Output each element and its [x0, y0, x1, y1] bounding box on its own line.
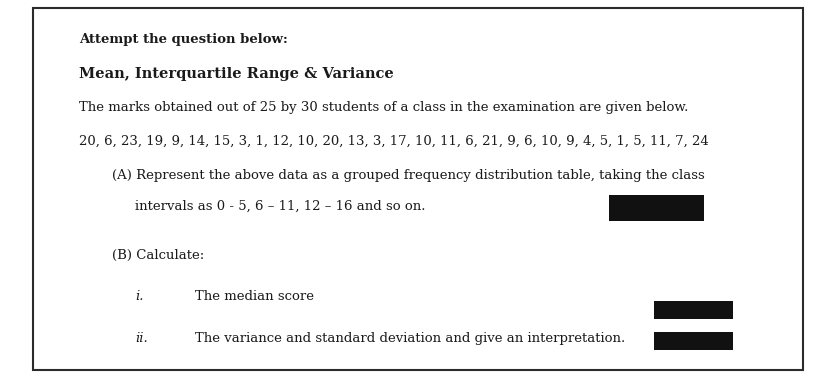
Text: (B) Calculate:: (B) Calculate:	[112, 249, 203, 262]
Text: Attempt the question below:: Attempt the question below:	[79, 33, 287, 46]
Text: ii.: ii.	[135, 332, 147, 345]
Bar	[653, 301, 732, 319]
Bar	[653, 332, 732, 350]
Text: Mean, Interquartile Range & Variance: Mean, Interquartile Range & Variance	[79, 67, 393, 81]
Bar	[608, 195, 703, 221]
Text: The variance and standard deviation and give an interpretation.: The variance and standard deviation and …	[194, 332, 624, 345]
Text: (A) Represent the above data as a grouped frequency distribution table, taking t: (A) Represent the above data as a groupe…	[112, 169, 704, 182]
Text: The median score: The median score	[194, 290, 313, 303]
Text: 20, 6, 23, 19, 9, 14, 15, 3, 1, 12, 10, 20, 13, 3, 17, 10, 11, 6, 21, 9, 6, 10, : 20, 6, 23, 19, 9, 14, 15, 3, 1, 12, 10, …	[79, 135, 708, 148]
Text: i.: i.	[135, 290, 143, 303]
Text: intervals as 0 - 5, 6 – 11, 12 – 16 and so on.: intervals as 0 - 5, 6 – 11, 12 – 16 and …	[135, 200, 425, 212]
Text: The marks obtained out of 25 by 30 students of a class in the examination are gi: The marks obtained out of 25 by 30 stude…	[79, 101, 687, 114]
